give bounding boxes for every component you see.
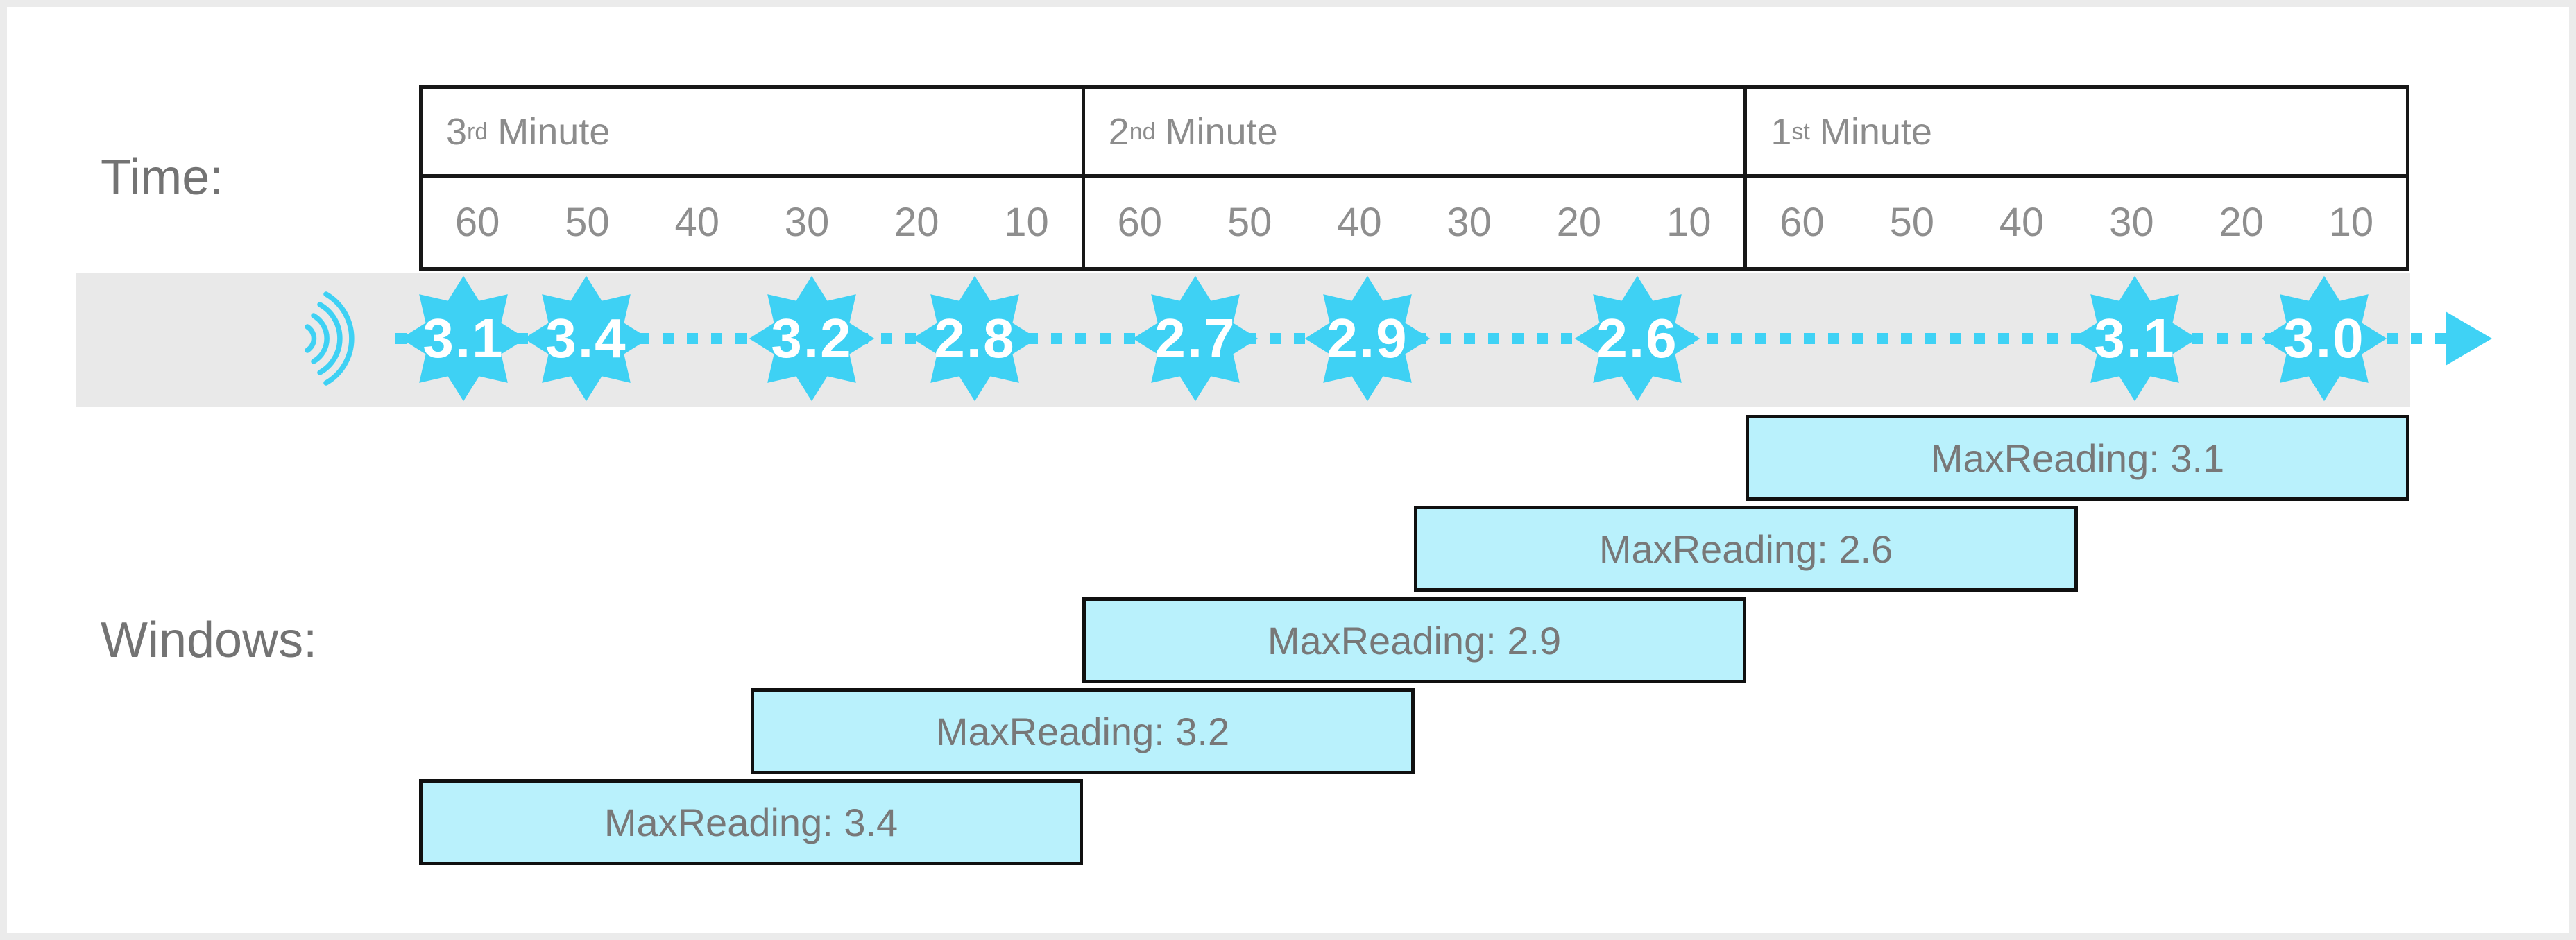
event-value: 3.0 (2283, 307, 2365, 369)
starburst-icon (2261, 275, 2387, 402)
event-marker: 3.1 (398, 273, 529, 404)
window-bar: MaxReading: 2.9 (1082, 597, 1746, 683)
tick-label: 20 (894, 200, 939, 245)
starburst-icon (2072, 275, 2198, 402)
event-marker: 2.9 (1302, 273, 1433, 404)
event-value: 3.2 (771, 307, 853, 369)
tick-label: 10 (1004, 200, 1049, 245)
event-value: 3.4 (545, 307, 627, 369)
event-value: 2.7 (1154, 307, 1236, 369)
signal-waves-icon (305, 291, 355, 386)
event-marker: 2.6 (1571, 273, 1703, 404)
tick-label: 30 (1447, 200, 1492, 245)
event-value: 2.9 (1327, 307, 1408, 369)
tick-label: 60 (454, 200, 500, 245)
window-bar-label: MaxReading: 3.4 (604, 800, 898, 844)
arrowhead-icon (2446, 311, 2492, 366)
event-marker: 2.7 (1129, 273, 1261, 404)
window-bar: MaxReading: 3.2 (751, 688, 1415, 774)
window-bar-label: MaxReading: 3.1 (1930, 436, 2225, 480)
starburst-icon (1304, 275, 1431, 402)
starburst-icon (1132, 275, 1259, 402)
tick-label: 60 (1780, 200, 1825, 245)
tick-label: 30 (784, 200, 830, 245)
minute-ordinal: 2 (1108, 110, 1129, 153)
event-marker: 3.1 (2069, 273, 2201, 404)
starburst-icon (400, 275, 527, 402)
ticks-row: 60 50 40 30 20 10 (423, 178, 1082, 267)
tick-label: 20 (2219, 200, 2264, 245)
event-marker: 2.8 (909, 273, 1041, 404)
tick-label: 50 (1227, 200, 1272, 245)
tick-label: 50 (565, 200, 610, 245)
event-marker: 3.0 (2258, 273, 2390, 404)
window-bar-label: MaxReading: 3.2 (935, 709, 1230, 753)
event-value: 2.6 (1596, 307, 1678, 369)
window-bar-label: MaxReading: 2.9 (1267, 618, 1562, 663)
starburst-icon (749, 275, 875, 402)
starburst-icon (1574, 275, 1700, 402)
tick-label: 40 (1999, 200, 2045, 245)
minute-word: Minute (1819, 110, 1932, 153)
starburst-icon (523, 275, 649, 402)
tick-label: 40 (1337, 200, 1382, 245)
event-value: 3.1 (423, 307, 504, 369)
tick-label: 30 (2109, 200, 2154, 245)
tick-label: 40 (674, 200, 719, 245)
minute-ordinal: 1 (1771, 110, 1792, 153)
event-value: 3.1 (2094, 307, 2176, 369)
window-bar: MaxReading: 2.6 (1414, 506, 2078, 592)
window-bar-label: MaxReading: 2.6 (1598, 527, 1893, 571)
minute-word: Minute (1165, 110, 1278, 153)
event-value: 2.8 (934, 307, 1016, 369)
tick-label: 10 (1666, 200, 1712, 245)
event-marker: 3.2 (746, 273, 878, 404)
event-marker: 3.4 (520, 273, 652, 404)
time-label: Time: (101, 150, 224, 205)
window-bar: MaxReading: 3.1 (1746, 415, 2409, 501)
tick-label: 60 (1117, 200, 1163, 245)
ticks-row: 60 50 40 30 20 10 (1085, 178, 1744, 267)
minute-word: Minute (497, 110, 611, 153)
minute-ordinal: 3 (446, 110, 468, 153)
ticks-row: 60 50 40 30 20 10 (1747, 178, 2406, 267)
tick-label: 50 (1889, 200, 1935, 245)
window-bar: MaxReading: 3.4 (419, 779, 1083, 865)
windows-label: Windows: (101, 613, 318, 668)
tick-label: 20 (1556, 200, 1602, 245)
starburst-icon (912, 275, 1038, 402)
tick-label: 10 (2328, 200, 2374, 245)
